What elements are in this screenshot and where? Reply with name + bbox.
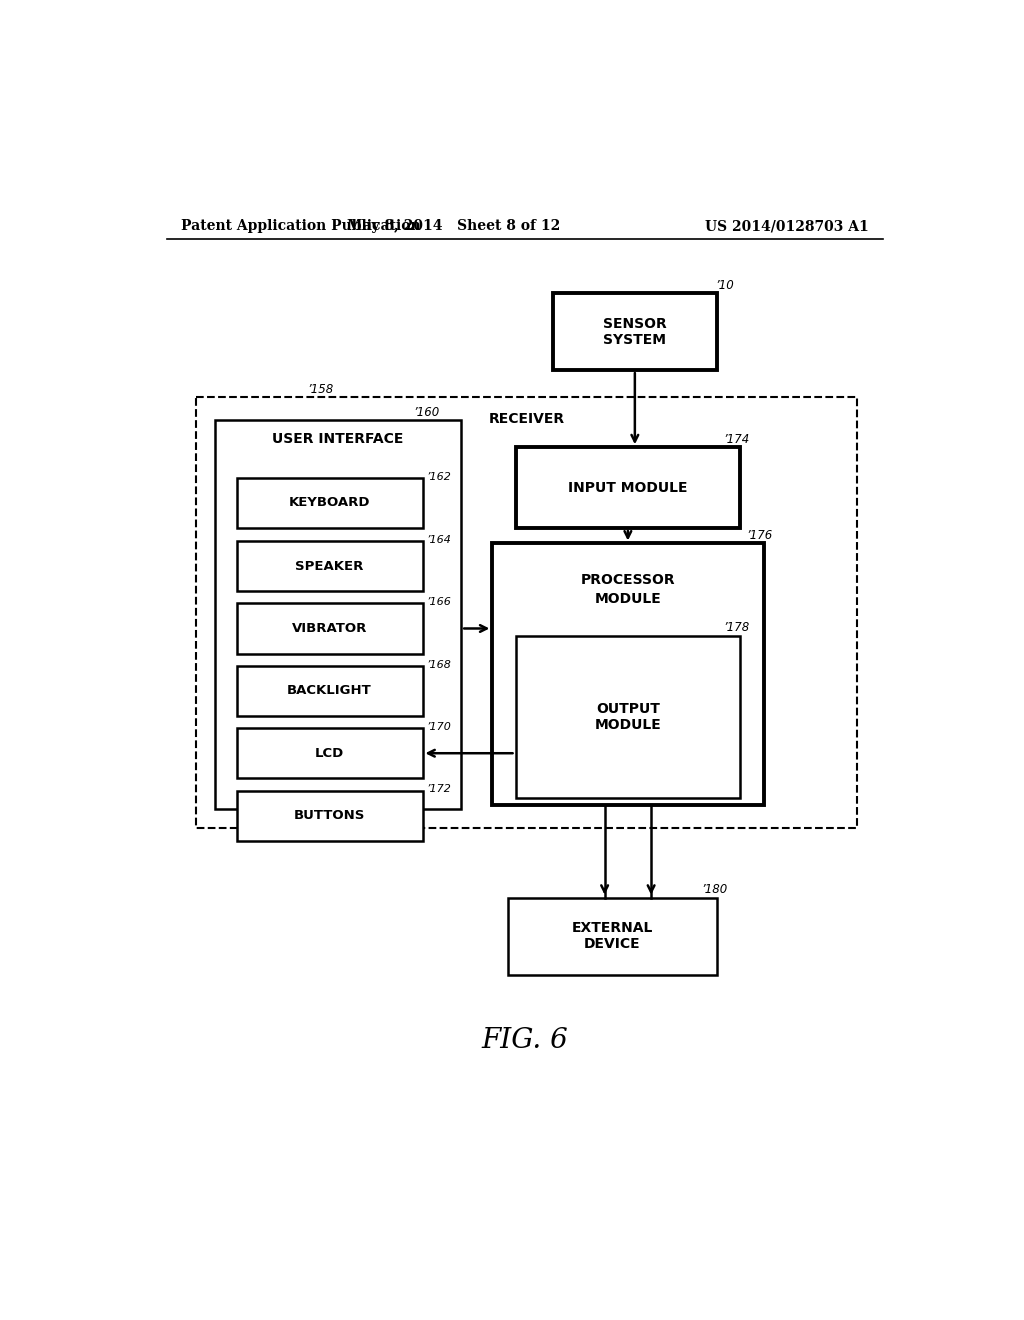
Bar: [237, 791, 423, 841]
Text: PROCESSOR
MODULE: PROCESSOR MODULE: [581, 573, 675, 606]
Bar: [237, 665, 423, 715]
Text: ’178: ’178: [723, 622, 750, 635]
Bar: [508, 898, 717, 974]
Text: FIG. 6: FIG. 6: [481, 1027, 568, 1053]
Bar: [515, 447, 740, 528]
Bar: [553, 293, 717, 370]
Text: BACKLIGHT: BACKLIGHT: [287, 684, 372, 697]
Text: INPUT MODULE: INPUT MODULE: [568, 480, 688, 495]
Bar: [237, 603, 423, 653]
Text: SPEAKER: SPEAKER: [295, 560, 364, 573]
Bar: [493, 544, 764, 805]
Text: ’168: ’168: [426, 660, 452, 669]
Text: ’174: ’174: [723, 433, 750, 446]
Bar: [237, 541, 423, 591]
Text: May 8, 2014   Sheet 8 of 12: May 8, 2014 Sheet 8 of 12: [347, 219, 560, 234]
Text: LCD: LCD: [314, 747, 344, 760]
Text: Patent Application Publication: Patent Application Publication: [180, 219, 420, 234]
Text: ’170: ’170: [426, 722, 452, 733]
Text: ’166: ’166: [426, 598, 452, 607]
Text: EXTERNAL
DEVICE: EXTERNAL DEVICE: [571, 921, 653, 952]
Text: BUTTONS: BUTTONS: [294, 809, 366, 822]
Bar: [237, 478, 423, 528]
Text: OUTPUT
MODULE: OUTPUT MODULE: [595, 701, 662, 731]
Bar: [515, 636, 740, 797]
Text: SENSOR
SYSTEM: SENSOR SYSTEM: [603, 317, 667, 347]
Bar: [215, 420, 461, 809]
Text: ’158: ’158: [308, 383, 334, 396]
Text: RECEIVER: RECEIVER: [488, 412, 564, 425]
Text: USER INTERFACE: USER INTERFACE: [272, 433, 403, 446]
Text: ’160: ’160: [414, 405, 439, 418]
Text: ’162: ’162: [426, 471, 452, 482]
Text: ’176: ’176: [746, 529, 773, 543]
Text: VIBRATOR: VIBRATOR: [292, 622, 368, 635]
Text: ’180: ’180: [701, 883, 728, 896]
Bar: [197, 397, 856, 829]
Text: ’172: ’172: [426, 784, 452, 795]
Text: ’164: ’164: [426, 535, 452, 545]
Text: US 2014/0128703 A1: US 2014/0128703 A1: [706, 219, 869, 234]
Text: ’10: ’10: [716, 279, 734, 292]
Bar: [237, 729, 423, 779]
Text: KEYBOARD: KEYBOARD: [289, 496, 371, 510]
